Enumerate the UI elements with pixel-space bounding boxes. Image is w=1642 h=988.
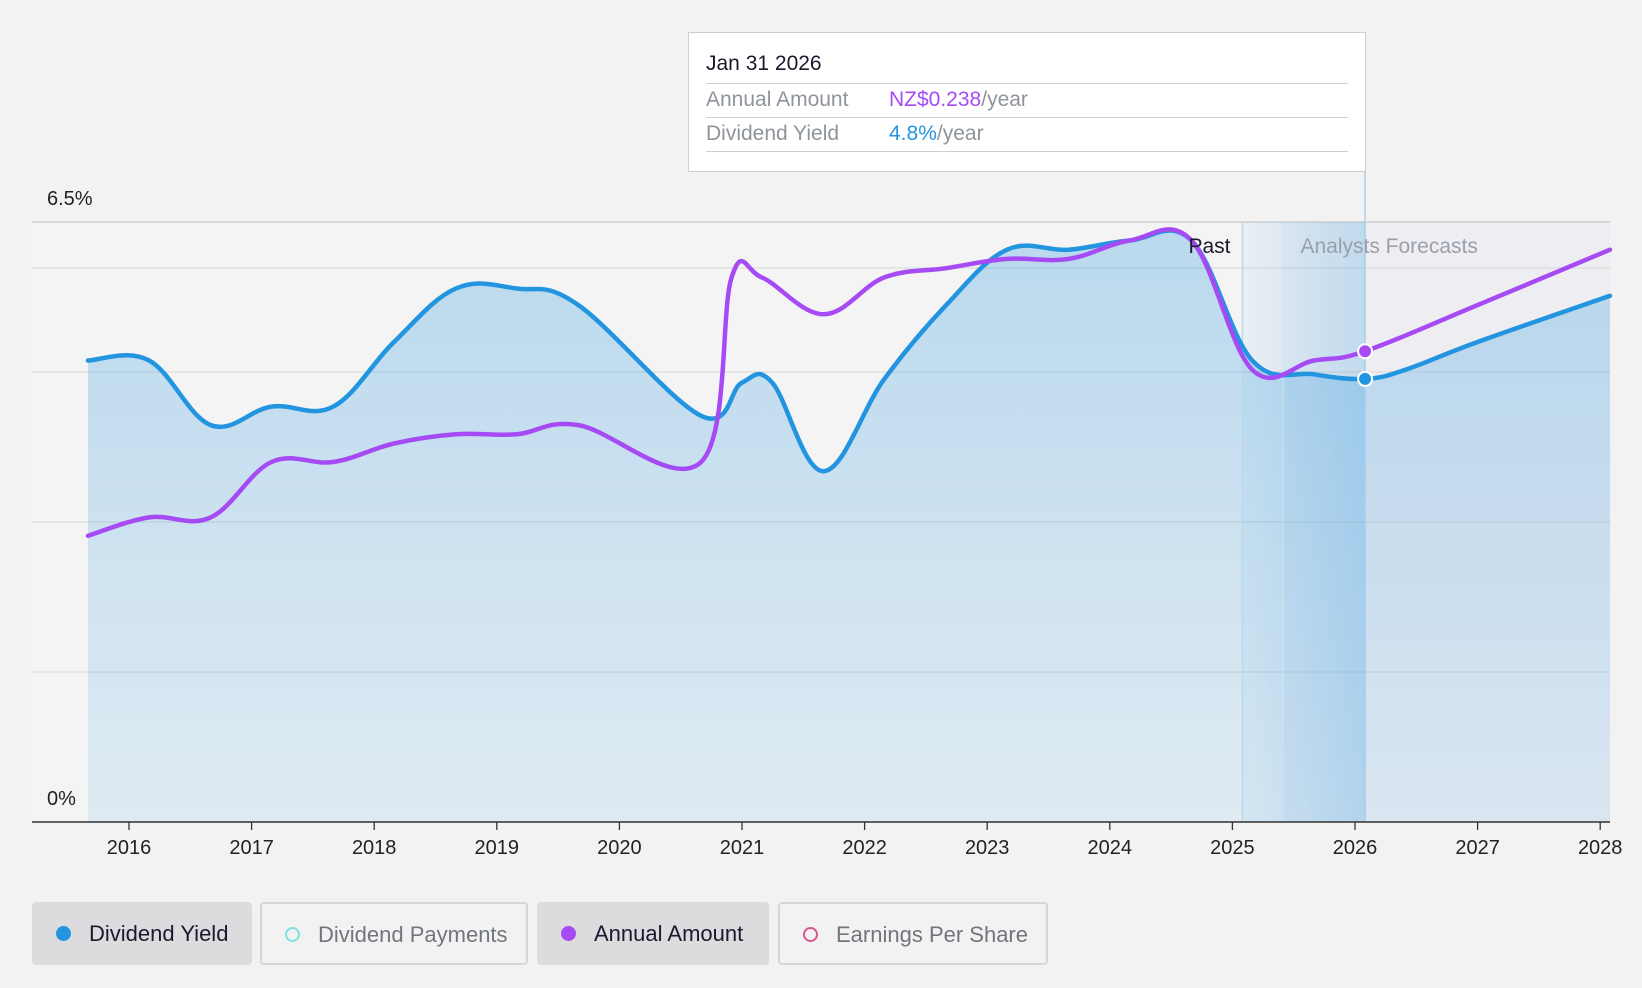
tooltip-row-dividend-yield: Dividend Yield 4.8%/year <box>706 118 1348 152</box>
legend-dividend-payments-button[interactable]: Dividend Payments <box>260 902 528 965</box>
x-tick-label: 2028 <box>1578 837 1623 859</box>
tooltip-label: Dividend Yield <box>706 122 840 145</box>
x-tick-label: 2018 <box>352 837 397 859</box>
legend-label: Dividend Yield <box>89 921 229 946</box>
x-tick-label: 2022 <box>842 837 887 859</box>
tooltip-unit: /year <box>981 88 1028 111</box>
x-tick-label: 2024 <box>1088 837 1133 859</box>
tooltip-label: Annual Amount <box>706 88 849 111</box>
x-tick-label: 2025 <box>1210 837 1255 859</box>
x-tick-label: 2023 <box>965 837 1010 859</box>
earnings-per-share-dot-icon <box>803 927 818 942</box>
past-region-label: Past <box>1188 235 1230 258</box>
chart-tooltip: Jan 31 2026 Annual Amount NZ$0.238/year D… <box>688 32 1366 172</box>
x-tick-label: 2016 <box>107 837 152 859</box>
x-tick-label: 2021 <box>720 837 765 859</box>
dividend-payments-dot-icon <box>285 927 300 942</box>
legend-label: Dividend Payments <box>318 922 508 947</box>
tooltip-value: 4.8% <box>889 122 937 145</box>
dividend-yield-marker <box>1357 370 1374 387</box>
legend-label: Annual Amount <box>594 921 744 946</box>
x-tick-label: 2019 <box>475 837 520 859</box>
legend-label: Earnings Per Share <box>836 922 1028 947</box>
dividend-yield-dot-icon <box>56 926 71 941</box>
forecast-transition-band <box>1242 222 1366 822</box>
legend-annual-amount-button[interactable]: Annual Amount <box>537 902 769 965</box>
tooltip-row-annual-amount: Annual Amount NZ$0.238/year <box>706 84 1348 118</box>
annual-amount-line <box>85 227 1613 539</box>
annual-amount-dot-icon <box>561 926 576 941</box>
annual-amount-marker <box>1357 343 1374 360</box>
dividend-yield-line <box>85 228 1613 474</box>
y-min-label: 0% <box>47 788 76 810</box>
legend-earnings-per-share-button[interactable]: Earnings Per Share <box>778 902 1048 965</box>
y-max-label: 6.5% <box>47 188 93 210</box>
x-tick-label: 2027 <box>1455 837 1500 859</box>
tooltip-unit: /year <box>936 122 984 145</box>
forecast-region-label: Analysts Forecasts <box>1300 235 1477 258</box>
tooltip-date: Jan 31 2026 <box>706 49 1348 84</box>
x-tick-label: 2020 <box>597 837 642 859</box>
x-tick-label: 2026 <box>1333 837 1378 859</box>
tooltip-value: NZ$0.238 <box>889 88 982 111</box>
x-tick-label: 2017 <box>229 837 274 859</box>
dividend-yield-area <box>88 230 1610 822</box>
legend-dividend-yield-button[interactable]: Dividend Yield <box>32 902 252 965</box>
